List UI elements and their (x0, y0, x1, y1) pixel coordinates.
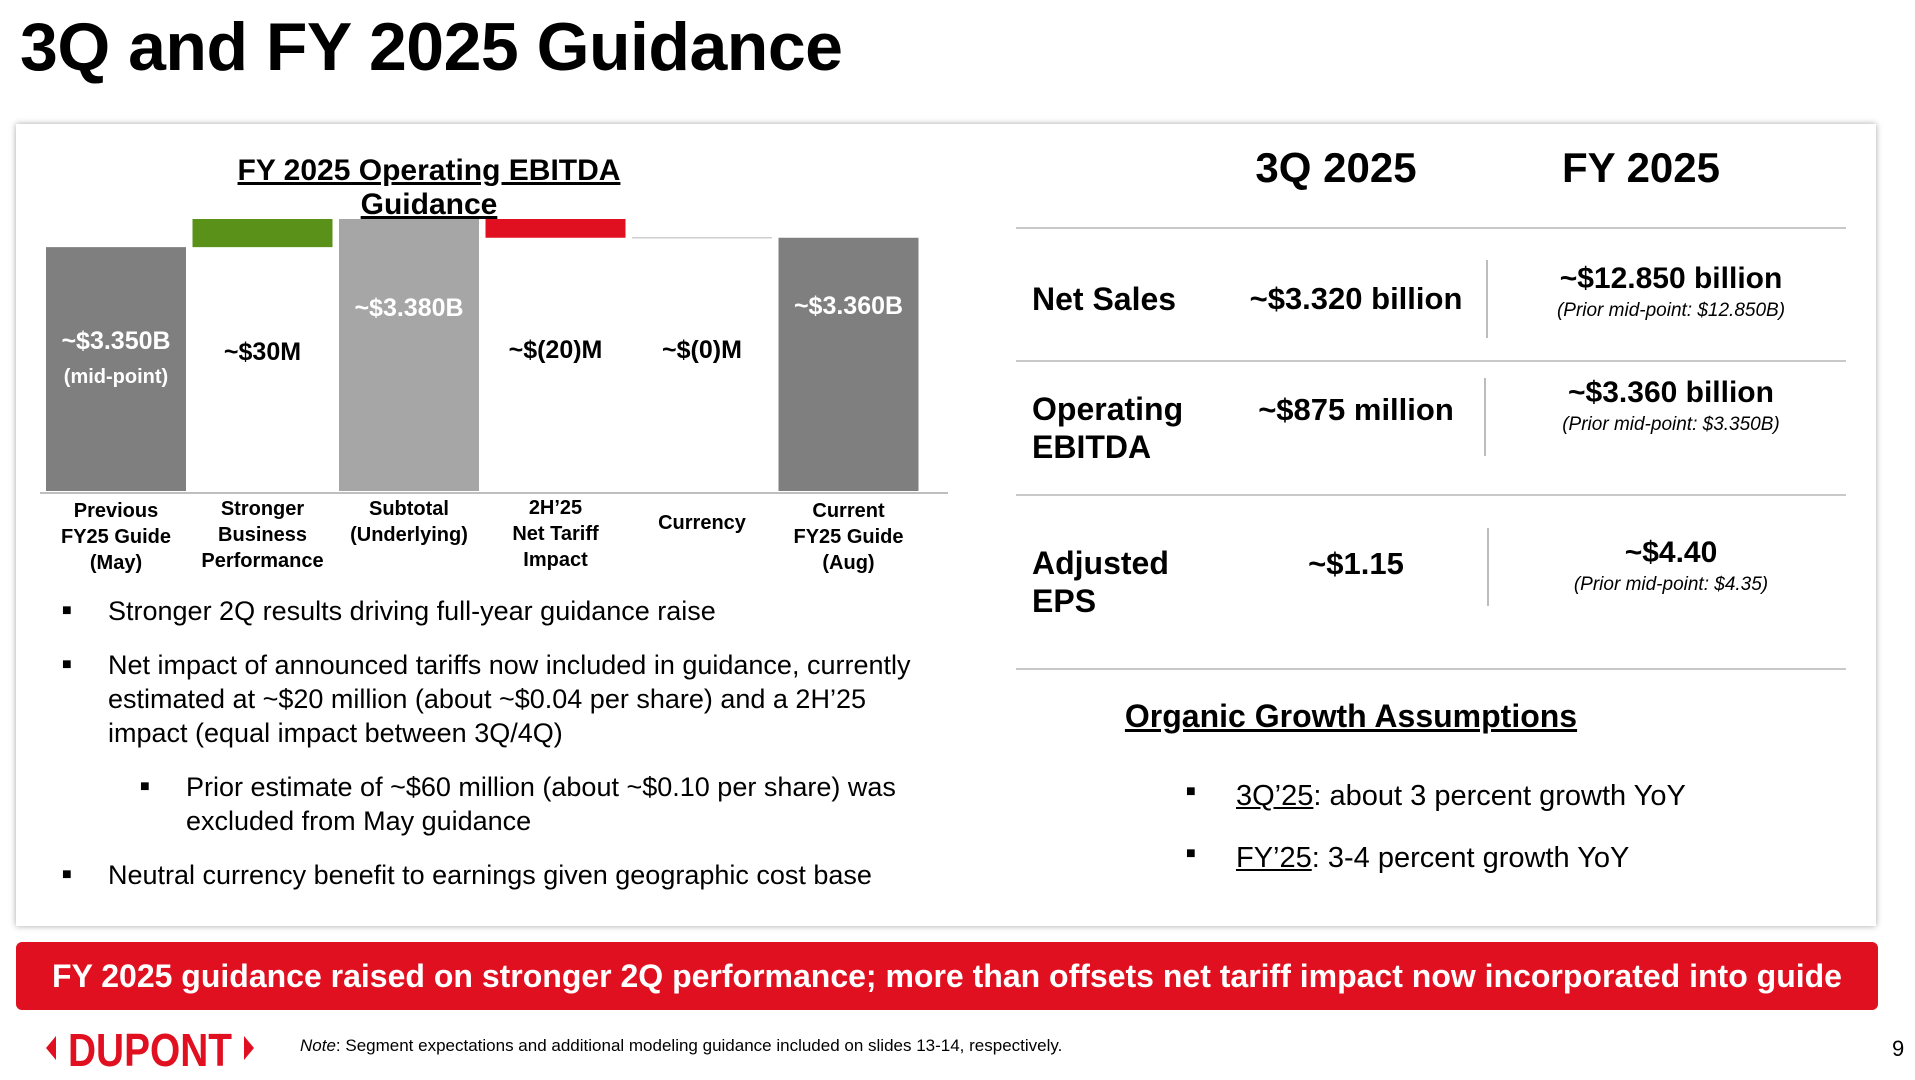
organic-growth-text: : about 3 percent growth YoY (1313, 780, 1686, 812)
bullet-list: ■ Stronger 2Q results driving full-year … (40, 594, 940, 912)
category-label-currency: Currency (658, 512, 747, 534)
column-divider (1484, 378, 1486, 456)
chart-title: FY 2025 Operating EBITDA Guidance (237, 154, 621, 221)
row-label-net-sales: Net Sales (1032, 281, 1177, 317)
bar-stronger-business-performance (192, 219, 333, 248)
row-label-adjusted-eps: Adjusted EPS (1032, 545, 1169, 619)
data-sublabel-previous-fy25-guide-may: (mid-point) (64, 366, 168, 388)
bullet-text: Prior estimate of ~$60 million (about ~$… (186, 772, 896, 836)
bullet-text: Stronger 2Q results driving full-year gu… (108, 596, 716, 626)
header-3q-2025: 3Q 2025 (1255, 144, 1417, 191)
bullet-marker: ■ (62, 866, 72, 883)
data-label-currency: ~$(0)M (662, 336, 742, 364)
dupont-logo: DUPONT (46, 1024, 254, 1074)
key-message-banner: FY 2025 guidance raised on stronger 2Q p… (16, 942, 1878, 1010)
category-label-subtotal-underlying: Subtotal (Underlying) (350, 498, 468, 546)
bullet-marker: ■ (62, 656, 72, 673)
bar-previous-fy25-guide-may (46, 247, 186, 491)
data-label-current-fy25-guide-aug: ~$3.360B (794, 292, 903, 320)
bar-current-fy25-guide-aug (778, 237, 919, 491)
column-divider (1487, 528, 1489, 606)
logo-wordmark: DUPONT (68, 1024, 232, 1074)
operating-ebitda-3q: ~$875 million (1258, 392, 1454, 427)
bullet-marker: ■ (62, 602, 72, 619)
page-title: 3Q and FY 2025 Guidance (20, 9, 843, 85)
category-label-2h-25-net-tariff-impact: 2H’25 Net Tariff Impact (512, 497, 599, 571)
header-fy-2025: FY 2025 (1561, 144, 1720, 191)
bullet-text: Net impact of announced tariffs now incl… (108, 650, 911, 748)
data-label-previous-fy25-guide-may: ~$3.350B (61, 327, 170, 355)
divider (1016, 227, 1846, 229)
organic-growth-text: : 3-4 percent growth YoY (1311, 842, 1630, 874)
bar-subtotal-underlying (339, 219, 479, 491)
period-key: FY’25 (1236, 842, 1312, 874)
bullet-text: Neutral currency benefit to earnings giv… (108, 860, 872, 890)
content-panel: FY 2025 Operating EBITDA Guidance ~$3.35… (16, 124, 1876, 926)
divider (1016, 360, 1846, 362)
bullet-item: ■ Net impact of announced tariffs now in… (40, 648, 940, 750)
period-key: 3Q’25 (1236, 780, 1314, 812)
data-label-stronger-business-performance: ~$30M (224, 338, 301, 366)
organic-growth-item: ■ FY’25: 3-4 percent growth YoY (1166, 842, 1629, 875)
bullet-item: ■ Neutral currency benefit to earnings g… (40, 858, 940, 892)
bar-2h-25-net-tariff-impact (485, 219, 626, 238)
ebitda-waterfall-chart: ~$3.350B (mid-point) Previous FY25 Guide (Ma… (40, 219, 948, 574)
data-label-subtotal-underlying: ~$3.380B (354, 294, 463, 322)
page-number: 9 (1892, 1036, 1905, 1061)
category-label-stronger-business-performance: Stronger Business Performance (201, 498, 323, 572)
divider (1016, 494, 1846, 496)
row-label-operating-ebitda: Operating EBITDA (1032, 391, 1184, 465)
logo-right-chevron (244, 1036, 254, 1060)
logo-left-chevron (46, 1036, 56, 1060)
adjusted-eps-3q: ~$1.15 (1308, 546, 1404, 581)
sub-bullet-item: ■ Prior estimate of ~$60 million (about … (40, 770, 940, 838)
footnote: Note: Segment expectations and additiona… (300, 1036, 1063, 1055)
category-label-previous-fy25-guide-may: Previous FY25 Guide (May) (61, 500, 171, 574)
divider (1016, 668, 1846, 670)
data-label-2h-25-net-tariff-impact: ~$(20)M (509, 336, 603, 364)
net-sales-fy: ~$12.850 billion (Prior mid-point: $12.8… (1556, 262, 1786, 321)
adjusted-eps-fy: ~$4.40 (Prior mid-point: $4.35) (1573, 536, 1769, 595)
organic-growth-item: ■ 3Q’25: about 3 percent growth YoY (1166, 780, 1686, 813)
bullet-marker: ■ (1186, 783, 1196, 800)
column-divider (1486, 260, 1488, 338)
operating-ebitda-fy: ~$3.360 billion (Prior mid-point: $3.350… (1562, 376, 1780, 435)
bullet-marker: ■ (140, 778, 150, 795)
category-label-current-fy25-guide-aug: Current FY25 Guide (Aug) (793, 500, 903, 574)
net-sales-3q: ~$3.320 billion (1249, 281, 1463, 316)
bullet-marker: ■ (1186, 845, 1196, 862)
organic-growth-title: Organic Growth Assumptions (1124, 698, 1578, 734)
bullet-item: ■ Stronger 2Q results driving full-year … (40, 594, 940, 628)
